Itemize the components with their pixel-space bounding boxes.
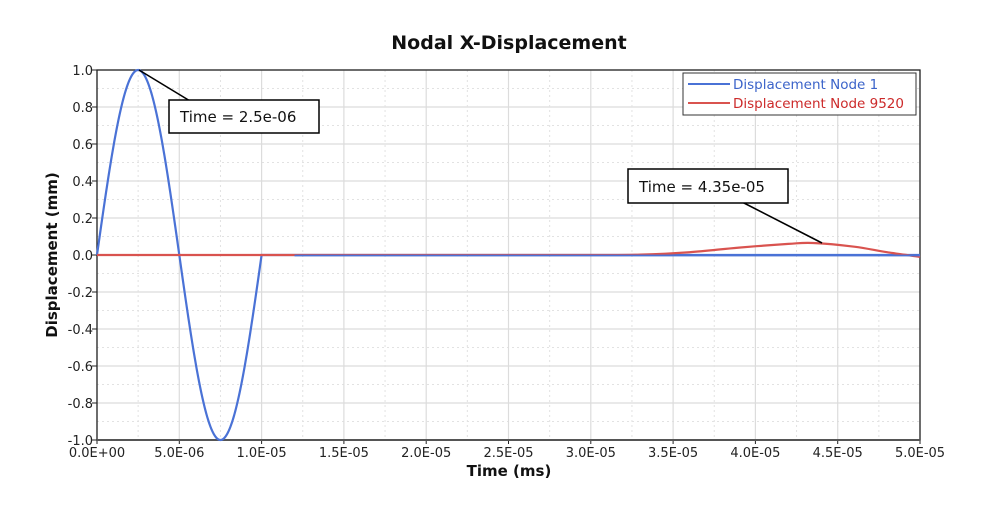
legend-label-node-9520: Displacement Node 9520	[733, 96, 904, 112]
annotation-text-2: Time = 4.35e-05	[638, 178, 765, 196]
legend: Displacement Node 1 Displacement Node 95…	[682, 72, 917, 116]
x-tick-label: 1.5E-05	[319, 446, 369, 461]
x-tick-label: 1.0E-05	[237, 446, 287, 461]
y-axis-label: Displacement (mm)	[43, 172, 61, 337]
legend-label-node-1: Displacement Node 1	[733, 77, 878, 93]
x-tick-label: 5.0E-05	[895, 446, 945, 461]
y-tick-label: -0.8	[68, 397, 93, 412]
y-tick-label: 0.2	[72, 212, 93, 227]
annotation-text-1: Time = 2.5e-06	[179, 108, 296, 126]
x-tick-label: 0.0E+00	[69, 446, 125, 461]
y-tick-label: 0.8	[72, 101, 93, 116]
annotation-leader-2	[741, 201, 823, 244]
annotation-box-1	[168, 99, 320, 134]
annotation-leader-1	[138, 69, 196, 105]
x-tick-label: 3.5E-05	[648, 446, 698, 461]
series-group	[95, 68, 921, 442]
x-tick-label: 5.0E-06	[154, 446, 204, 461]
y-tick-label: -1.0	[68, 434, 93, 449]
y-axis-ticks: 1.0 0.8 0.6 0.4 0.2 0.0 -0.2 -0.4 -0.6 -0.8 -1.0	[68, 64, 97, 449]
y-tick-label: 0.4	[72, 175, 93, 190]
y-tick-label: -0.4	[68, 323, 93, 338]
x-axis-ticks: 0.0E+00 5.0E-06 1.0E-05 1.5E-05 2.0E-05 2.5E-…	[69, 440, 945, 461]
annotation-box-2	[627, 168, 789, 204]
legend-box	[682, 72, 917, 116]
y-tick-label: 0.6	[72, 138, 93, 153]
chart-title: Nodal X-Displacement	[391, 32, 626, 54]
y-tick-label: 1.0	[72, 64, 93, 79]
y-tick-label: -0.6	[68, 360, 93, 375]
x-tick-label: 2.0E-05	[401, 446, 451, 461]
series-node-1-line	[95, 68, 920, 442]
x-tick-label: 3.0E-05	[566, 446, 616, 461]
x-tick-label: 4.5E-05	[813, 446, 863, 461]
x-tick-label: 2.5E-05	[483, 446, 533, 461]
x-axis-label: Time (ms)	[467, 462, 552, 480]
y-tick-label: 0.0	[72, 249, 93, 264]
x-tick-label: 4.0E-05	[730, 446, 780, 461]
y-tick-label: -0.2	[68, 286, 93, 301]
